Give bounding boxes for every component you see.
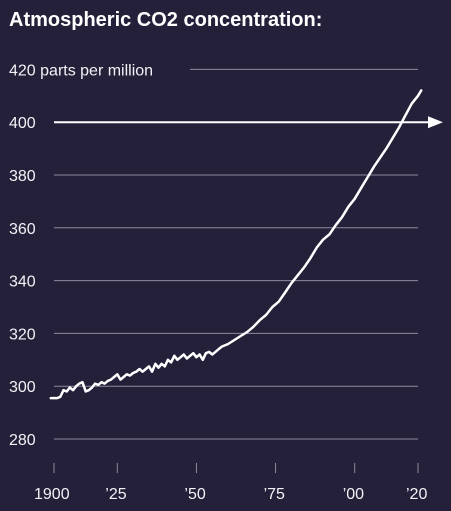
x-tick-label-2000: ’00 [343, 486, 364, 503]
y-tick-label-300: 300 [9, 379, 36, 396]
y-tick-label-400: 400 [9, 115, 36, 132]
x-tick-label-1900: 1900 [34, 486, 70, 503]
y-tick-label-360: 360 [9, 221, 36, 238]
series-layer [49, 89, 423, 400]
grid-layer [54, 68, 418, 440]
y-tick-label-340: 340 [9, 274, 36, 291]
reference-arrow-head [428, 116, 443, 129]
reference-layer [54, 116, 443, 129]
x-tick-label-1925: ’25 [105, 486, 126, 503]
x-axis [53, 463, 419, 473]
y-tick-label-380: 380 [9, 168, 36, 185]
tick-labels: 420 parts per million 380 360 340 320 300 280 4… [9, 62, 427, 503]
chart-title: Atmospheric CO2 concentration: [9, 9, 323, 31]
y-tick-label-420: 420 parts per million [9, 62, 153, 79]
y-tick-label-320: 320 [9, 326, 36, 343]
y-tick-label-280: 280 [9, 432, 36, 449]
x-tick-label-2020: ’20 [406, 486, 427, 503]
x-tick-label-1975: ’75 [264, 486, 285, 503]
co2-series-line-0 [49, 89, 423, 400]
x-tick-label-1950: ’50 [184, 486, 205, 503]
